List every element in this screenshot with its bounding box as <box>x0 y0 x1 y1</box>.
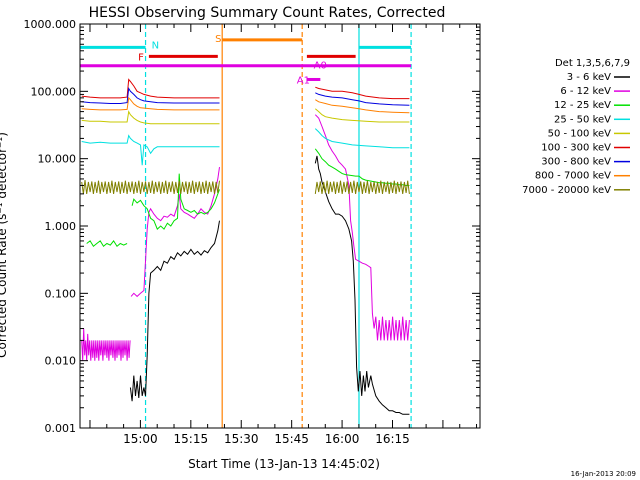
legend-entry-label: 50 - 100 keV <box>548 128 612 139</box>
legend-entry-label: 100 - 300 keV <box>541 143 611 154</box>
series-3-segment-0 <box>81 134 220 166</box>
legend-entry-label: 800 - 7000 keV <box>535 171 611 182</box>
y-axis-label: Corrected Count Rate (s⁻¹ detector⁻¹) <box>0 132 9 358</box>
legend-entry-label: 12 - 25 keV <box>554 100 611 111</box>
legend: Det 1,3,5,6,7,9 3 - 6 keV 6 - 12 keV 12 - 2… <box>522 58 630 196</box>
chart-title: HESSI Observing Summary Count Rates, Cor… <box>89 5 446 21</box>
plot-timestamp: 16-Jan-2013 20:09 <box>571 470 636 478</box>
series-7-segment-0 <box>81 96 220 111</box>
series-5-segment-1 <box>315 86 410 100</box>
flag-label-a1: A1 <box>297 75 310 86</box>
series-2-segment-2 <box>314 148 410 186</box>
legend-entry-label: 3 - 6 keV <box>567 72 611 83</box>
x-tick-label: 15:15 <box>174 432 209 446</box>
series-7-segment-1 <box>315 99 410 114</box>
legend-entry-label: 6 - 12 keV <box>560 86 611 97</box>
x-tick-label: 15:00 <box>123 432 158 446</box>
series-2-segment-0 <box>86 240 128 248</box>
legend-entry-label: 7000 - 20000 keV <box>522 185 611 196</box>
y-tick-label: 1.000 <box>45 220 77 233</box>
series-0-segment-0 <box>129 220 220 402</box>
x-tick-label: 15:30 <box>224 432 259 446</box>
series-1-segment-1 <box>130 167 220 298</box>
legend-entry-label: 300 - 800 keV <box>541 157 611 168</box>
y-tick-label: 0.001 <box>45 422 77 435</box>
flag-label-s: S <box>215 34 221 45</box>
y-tick-label: 0.100 <box>45 287 77 300</box>
x-tick-label: 16:15 <box>375 432 410 446</box>
series-4-segment-1 <box>314 108 410 123</box>
series-1-segment-2 <box>314 114 410 341</box>
series-6-segment-0 <box>81 86 220 104</box>
plot-frame <box>79 23 481 429</box>
x-tick-label: 16:00 <box>325 432 360 446</box>
x-axis-label: Start Time (13-Jan-13 14:45:02) <box>188 457 380 471</box>
legend-entry-label: 25 - 50 keV <box>554 114 611 125</box>
series-8-segment-0 <box>81 180 220 194</box>
flag-label-f: F <box>138 52 144 63</box>
series-1-segment-0 <box>81 328 131 361</box>
flag-label-a0: A0 <box>314 61 327 72</box>
y-tick-label: 10.000 <box>38 153 77 166</box>
series-4-segment-0 <box>81 110 220 125</box>
y-tick-label: 0.010 <box>45 355 77 368</box>
y-tick-label: 100.000 <box>31 85 77 98</box>
series-6-segment-1 <box>315 92 410 106</box>
plot-area: NF S A1 A0 <box>80 24 412 428</box>
series-0-segment-1 <box>314 155 410 415</box>
series-8-segment-1 <box>314 180 410 194</box>
legend-title: Det 1,3,5,6,7,9 <box>555 58 630 69</box>
series-3-segment-1 <box>314 128 410 149</box>
flag-label-n: N <box>152 40 159 51</box>
series-5-segment-0 <box>81 78 220 99</box>
axes: 1000.000 100.000 10.000 1.000 0.100 0.010 0.00… <box>24 18 481 446</box>
series-2-segment-1 <box>131 173 220 230</box>
x-tick-label: 15:45 <box>274 432 309 446</box>
y-tick-label: 1000.000 <box>24 18 77 31</box>
